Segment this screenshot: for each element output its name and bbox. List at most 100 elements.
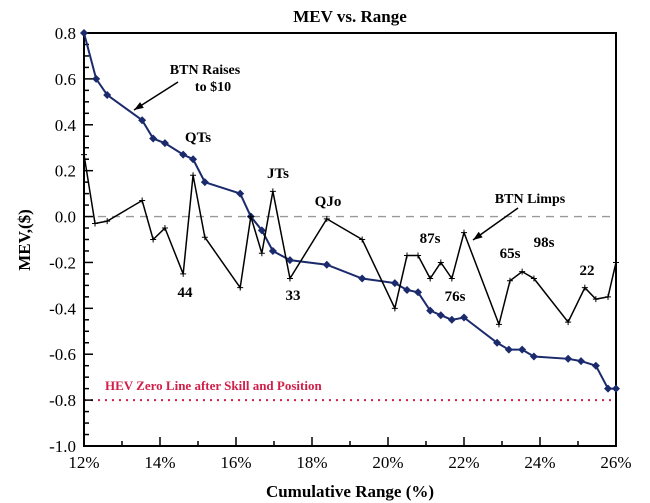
btn-limps-point <box>592 296 599 303</box>
btn-raises-point <box>257 226 266 235</box>
x-tick-label: 14% <box>144 453 175 472</box>
btn-limps-point <box>139 197 146 204</box>
btn-limps-point <box>519 268 526 275</box>
btn-raises-point <box>200 178 209 187</box>
qjo-label: QJo <box>315 194 342 210</box>
btn-raises-point <box>612 384 620 393</box>
btn-raises-point <box>92 74 101 83</box>
btn-limps-point <box>404 252 410 259</box>
btn-limps-point <box>565 319 572 326</box>
y-axis-label: MEV,($) <box>15 209 34 271</box>
btn-raises-point <box>529 352 538 361</box>
btn-limps-point <box>391 305 398 312</box>
btn-limps-point <box>613 259 619 266</box>
22-label: 22 <box>580 263 595 279</box>
btn-raises-point <box>564 354 573 363</box>
btn-limps-point <box>415 252 422 259</box>
x-axis-label: Cumulative Range (%) <box>266 482 434 501</box>
btn-limps-point <box>448 275 455 282</box>
btn-raises-point <box>426 306 435 315</box>
btn-limps-point <box>427 275 434 282</box>
btn-limps-point <box>81 151 87 158</box>
btn-limps-point <box>150 236 157 243</box>
btn-raises-point <box>80 29 88 37</box>
y-tick-label: -1.0 <box>49 437 76 456</box>
btn-raises-point <box>493 338 502 347</box>
hev-zero-line-label: HEV Zero Line after Skill and Position <box>105 378 322 393</box>
btn-raises-point <box>604 384 613 393</box>
btn-limps-point <box>605 293 612 300</box>
btn-limps-point <box>461 229 467 236</box>
btn-limps-point <box>495 321 502 328</box>
btn-limps-label: BTN Limps <box>495 192 566 207</box>
76s-label: 76s <box>445 289 466 305</box>
btn-limps-point <box>437 259 444 266</box>
x-tick-label: 12% <box>68 453 99 472</box>
qts-label: QTs <box>185 130 211 146</box>
btn-raises-point <box>103 90 112 99</box>
87s-label: 87s <box>420 231 441 247</box>
btn-raises-point <box>268 246 277 255</box>
btn-raises-point <box>322 260 331 269</box>
btn-limps-point <box>92 220 99 227</box>
btn-raises-point <box>358 274 367 283</box>
btn-raises-point <box>179 150 188 159</box>
btn-raises-arrow-head <box>134 102 144 110</box>
btn-limps-point <box>286 275 293 282</box>
btn-limps-point <box>581 284 588 291</box>
btn-raises-point <box>149 134 158 143</box>
y-tick-label: -0.8 <box>49 391 76 410</box>
btn-raises-point <box>285 256 294 265</box>
y-tick-label: 0.6 <box>55 70 76 89</box>
btn-raises-label: to $10 <box>195 80 231 95</box>
btn-raises-point <box>160 139 169 148</box>
y-tick-label: -0.2 <box>49 253 76 272</box>
btn-raises-point <box>460 313 468 322</box>
y-tick-label: -0.4 <box>49 299 76 318</box>
btn-raises-point <box>414 288 423 297</box>
btn-limps-point <box>323 215 330 222</box>
btn-limps-point <box>359 236 366 243</box>
btn-limps-point <box>201 234 208 241</box>
y-tick-label: 0.0 <box>55 208 76 227</box>
y-tick-label: 0.2 <box>55 162 76 181</box>
btn-raises-point <box>518 345 527 354</box>
btn-raises-point <box>390 279 399 288</box>
btn-limps-point <box>180 270 187 277</box>
x-tick-label: 24% <box>524 453 555 472</box>
btn-raises-point <box>447 315 456 324</box>
x-tick-label: 26% <box>600 453 631 472</box>
btn-limps-point <box>104 218 111 225</box>
btn-raises-point <box>591 361 600 370</box>
btn-raises-point <box>138 116 147 125</box>
btn-raises-point <box>504 345 513 354</box>
btn-raises-point <box>236 189 245 198</box>
btn-raises-point <box>577 357 586 366</box>
btn-limps-point <box>258 250 265 257</box>
98s-label: 98s <box>534 235 555 251</box>
btn-raises-point <box>403 285 411 294</box>
btn-limps-point <box>161 225 168 232</box>
x-tick-label: 20% <box>372 453 403 472</box>
x-tick-label: 18% <box>296 453 327 472</box>
btn-limps-point <box>237 284 244 291</box>
65s-label: 65s <box>500 246 521 262</box>
x-tick-label: 16% <box>220 453 251 472</box>
btn-limps-point <box>506 277 513 284</box>
btn-raises-label: BTN Raises <box>170 63 241 78</box>
y-tick-label: 0.4 <box>55 116 77 135</box>
44-label: 44 <box>178 285 194 301</box>
btn-limps-point <box>530 275 537 282</box>
chart-title: MEV vs. Range <box>293 7 407 26</box>
btn-limps-point <box>247 213 254 220</box>
y-tick-label: 0.8 <box>55 24 76 43</box>
btn-limps-line <box>83 154 617 327</box>
btn-raises-point <box>189 155 198 164</box>
jts-label: JTs <box>267 166 289 182</box>
btn-limps-point <box>269 188 276 195</box>
33-label: 33 <box>286 288 301 304</box>
btn-limps-arrow-head <box>473 231 483 240</box>
btn-limps-point <box>190 172 197 179</box>
